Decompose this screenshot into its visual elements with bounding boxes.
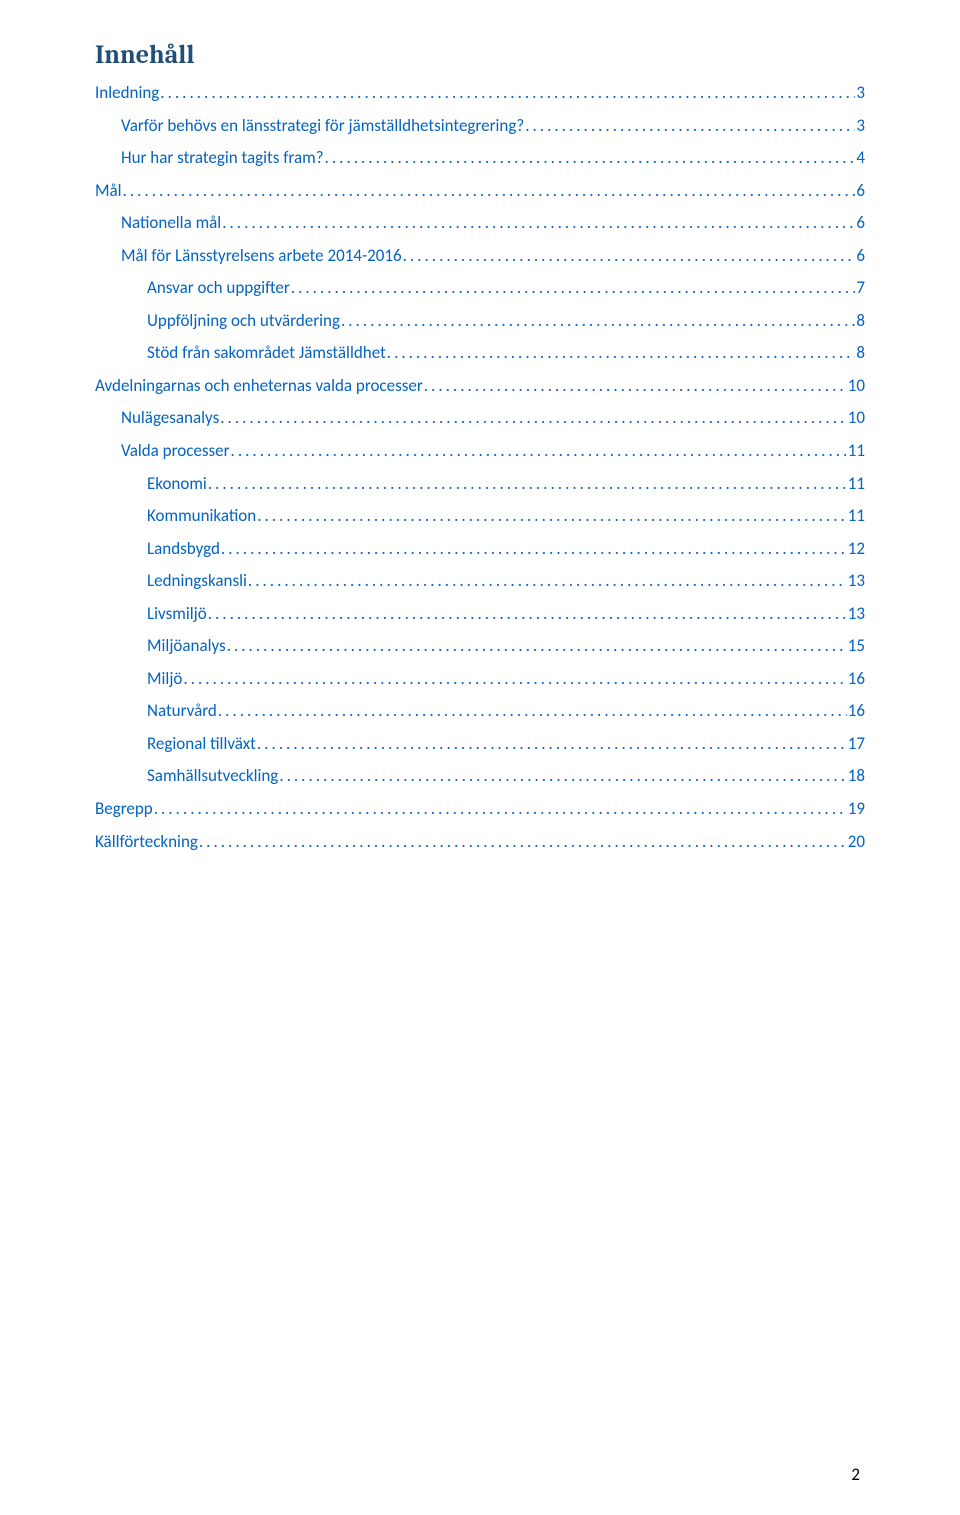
toc-entry-page: 17	[848, 734, 865, 754]
toc-entry[interactable]: Avdelningarnas och enheternas valda proc…	[95, 376, 865, 396]
toc-entry-label: Regional tillväxt	[147, 734, 256, 754]
toc-leader	[341, 311, 855, 331]
toc-entry[interactable]: Mål 6	[95, 181, 865, 201]
toc-entry-label: Uppföljning och utvärdering	[147, 311, 340, 331]
toc-entry[interactable]: Stöd från sakområdet Jämställdhet 8	[95, 343, 865, 363]
toc-entry[interactable]: Livsmiljö 13	[95, 604, 865, 624]
toc-entry-label: Inledning	[95, 83, 159, 103]
toc-entry-label: Naturvård	[147, 701, 217, 721]
toc-leader	[208, 474, 847, 494]
toc-entry-page: 16	[848, 701, 865, 721]
toc-heading: Innehåll	[95, 40, 865, 70]
toc-entry[interactable]: Kommunikation 11	[95, 506, 865, 526]
toc-entry-label: Mål för Länsstyrelsens arbete 2014-2016	[121, 246, 402, 266]
toc-leader	[208, 604, 847, 624]
toc-entry-label: Varför behövs en länsstrategi för jämstä…	[121, 116, 524, 136]
toc-entry-label: Ansvar och uppgifter	[147, 278, 290, 298]
toc-entry-label: Ledningskansli	[147, 571, 247, 591]
page-number: 2	[851, 1464, 860, 1485]
toc-entry-label: Samhällsutveckling	[147, 766, 278, 786]
toc-entry-page: 13	[848, 571, 865, 591]
toc-entry-page: 6	[856, 213, 865, 233]
toc-entry[interactable]: Valda processer 11	[95, 441, 865, 461]
toc-leader	[123, 181, 856, 201]
toc-leader	[257, 734, 847, 754]
toc-entry-page: 11	[848, 441, 865, 461]
toc-entry-page: 20	[848, 832, 865, 852]
toc-entry[interactable]: Samhällsutveckling 18	[95, 766, 865, 786]
toc-leader	[227, 636, 847, 656]
toc-leader	[160, 83, 855, 103]
toc-entry-label: Avdelningarnas och enheternas valda proc…	[95, 376, 423, 396]
toc-entry[interactable]: Uppföljning och utvärdering 8	[95, 311, 865, 331]
toc-entry-page: 3	[856, 83, 865, 103]
toc-entry[interactable]: Landsbygd 12	[95, 539, 865, 559]
toc-entry-label: Nationella mål	[121, 213, 221, 233]
toc-entry-page: 8	[856, 343, 865, 363]
toc-entry[interactable]: Regional tillväxt 17	[95, 734, 865, 754]
toc-leader	[291, 278, 856, 298]
toc-leader	[218, 701, 847, 721]
toc-entry[interactable]: Källförteckning 20	[95, 832, 865, 852]
toc-entry[interactable]: Mål för Länsstyrelsens arbete 2014-2016 6	[95, 246, 865, 266]
toc-leader	[154, 799, 847, 819]
toc-leader	[257, 506, 847, 526]
toc-entry[interactable]: Nationella mål 6	[95, 213, 865, 233]
toc-entry-label: Ekonomi	[147, 474, 207, 494]
toc-entry[interactable]: Hur har strategin tagits fram? 4	[95, 148, 865, 168]
toc-entry-page: 19	[848, 799, 865, 819]
toc-entry-page: 10	[848, 408, 865, 428]
toc-entry[interactable]: Miljöanalys 15	[95, 636, 865, 656]
toc-leader	[248, 571, 847, 591]
toc-entry[interactable]: Varför behövs en länsstrategi för jämstä…	[95, 116, 865, 136]
toc-entry-page: 18	[848, 766, 865, 786]
toc-entry-label: Livsmiljö	[147, 604, 207, 624]
toc-leader	[325, 148, 856, 168]
toc-leader	[199, 832, 847, 852]
toc-leader	[183, 669, 846, 689]
toc-entry-page: 4	[856, 148, 865, 168]
toc-entry[interactable]: Nulägesanalys 10	[95, 408, 865, 428]
toc-leader	[424, 376, 847, 396]
toc-entry-page: 13	[848, 604, 865, 624]
toc-leader	[231, 441, 847, 461]
toc-entry-label: Miljöanalys	[147, 636, 226, 656]
toc-entry-page: 10	[848, 376, 865, 396]
toc-leader	[220, 408, 847, 428]
toc-entry-page: 8	[856, 311, 865, 331]
toc-entry-page: 11	[848, 474, 865, 494]
toc-leader	[403, 246, 856, 266]
toc-entry-label: Mål	[95, 181, 122, 201]
toc-entry-page: 12	[848, 539, 865, 559]
toc-entry-label: Miljö	[147, 669, 182, 689]
toc-entry-label: Begrepp	[95, 799, 153, 819]
toc-entry-page: 7	[856, 278, 865, 298]
toc-entry-page: 6	[856, 181, 865, 201]
toc-leader	[222, 213, 855, 233]
toc-entry[interactable]: Ekonomi 11	[95, 474, 865, 494]
toc-entry-label: Kommunikation	[147, 506, 256, 526]
toc-entry-label: Landsbygd	[147, 539, 220, 559]
toc-entry-page: 3	[856, 116, 865, 136]
toc-entry-label: Nulägesanalys	[121, 408, 219, 428]
toc-entry-label: Källförteckning	[95, 832, 198, 852]
toc-entry-page: 6	[856, 246, 865, 266]
toc-entry[interactable]: Inledning 3	[95, 83, 865, 103]
toc-entry-page: 16	[848, 669, 865, 689]
toc-entry[interactable]: Naturvård 16	[95, 701, 865, 721]
toc-entry-label: Hur har strategin tagits fram?	[121, 148, 324, 168]
toc-entry-label: Stöd från sakområdet Jämställdhet	[147, 343, 386, 363]
toc-entry-page: 11	[848, 506, 865, 526]
toc-entry[interactable]: Miljö 16	[95, 669, 865, 689]
toc-list: Inledning 3 Varför behövs en länsstrategi …	[95, 83, 865, 851]
toc-entry[interactable]: Ledningskansli 13	[95, 571, 865, 591]
toc-entry[interactable]: Ansvar och uppgifter 7	[95, 278, 865, 298]
toc-leader	[525, 116, 855, 136]
toc-leader	[387, 343, 856, 363]
toc-leader	[221, 539, 847, 559]
toc-entry[interactable]: Begrepp 19	[95, 799, 865, 819]
toc-entry-label: Valda processer	[121, 441, 230, 461]
toc-leader	[279, 766, 846, 786]
toc-entry-page: 15	[848, 636, 865, 656]
